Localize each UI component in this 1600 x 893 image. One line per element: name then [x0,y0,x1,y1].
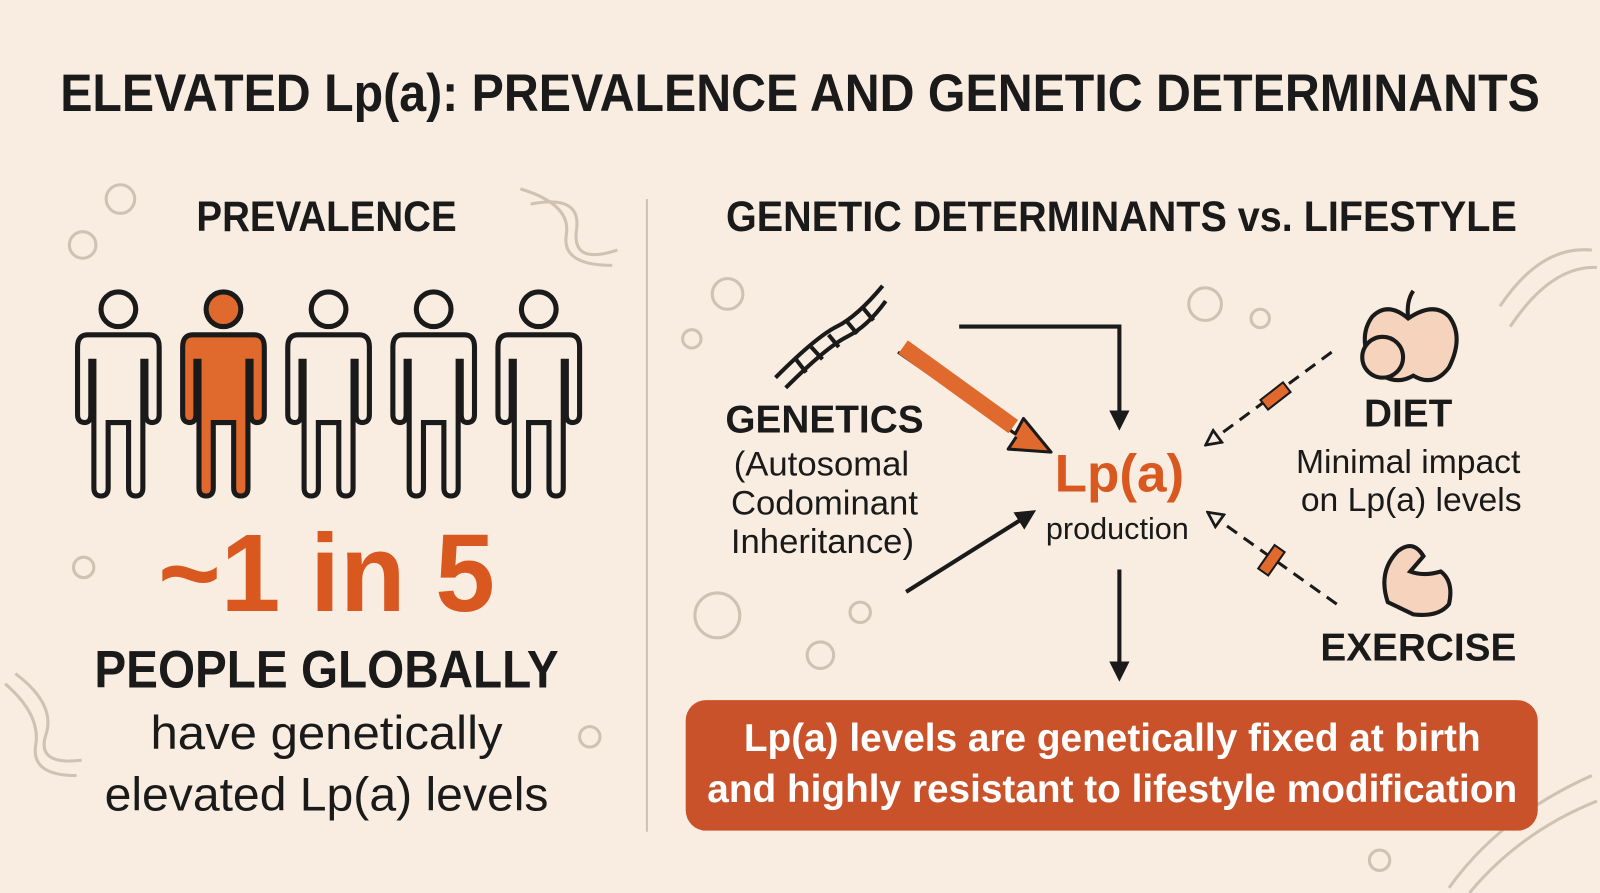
block-mark [1256,543,1287,577]
node-detail: Codominant [731,484,918,522]
decorations [4,183,1598,893]
person-icon [393,289,475,496]
section-heading: PREVALENCE [196,193,456,241]
muscle-icon [1382,544,1453,617]
person-icon [78,289,160,496]
conclusion-line: and highly resistant to lifestyle modifi… [707,768,1517,811]
person-icon-highlighted [183,289,265,496]
people-icons [78,289,580,496]
apple-icon [1360,289,1459,383]
node-detail: Inheritance) [731,523,914,561]
center-detail: production [1046,512,1189,546]
conclusion-box [685,700,1538,831]
description-line: have genetically [151,707,504,759]
arrow [959,324,1130,431]
person-icon [498,289,580,496]
conclusion-line: Lp(a) levels are genetically fixed at bi… [744,717,1481,760]
person-icon [288,289,370,496]
title: ELEVATED Lp(a): PREVALENCE AND GENETIC D… [60,64,1540,123]
stat: ~1 in 5 [158,512,495,635]
node-detail: on Lp(a) levels [1301,482,1522,519]
center-label: Lp(a) [1055,445,1185,504]
stat-caption: PEOPLE GLOBALLY [94,641,558,700]
primary-arrow-shaft [898,340,1019,434]
node-label: EXERCISE [1320,626,1516,669]
section-heading: GENETIC DETERMINANTS vs. LIFESTYLE [726,193,1517,241]
weak-arrow [1209,513,1338,606]
weak-arrow [1207,350,1333,444]
arrow [905,510,1037,594]
arrows [897,324,1338,682]
node-detail: (Autosomal [734,446,909,484]
node-detail: Minimal impact [1296,444,1521,481]
node-label: DIET [1364,393,1453,436]
block-mark [1259,380,1292,412]
dna-icon [774,284,888,390]
node-label: GENETICS [725,399,923,442]
description-line: elevated Lp(a) levels [105,768,549,820]
